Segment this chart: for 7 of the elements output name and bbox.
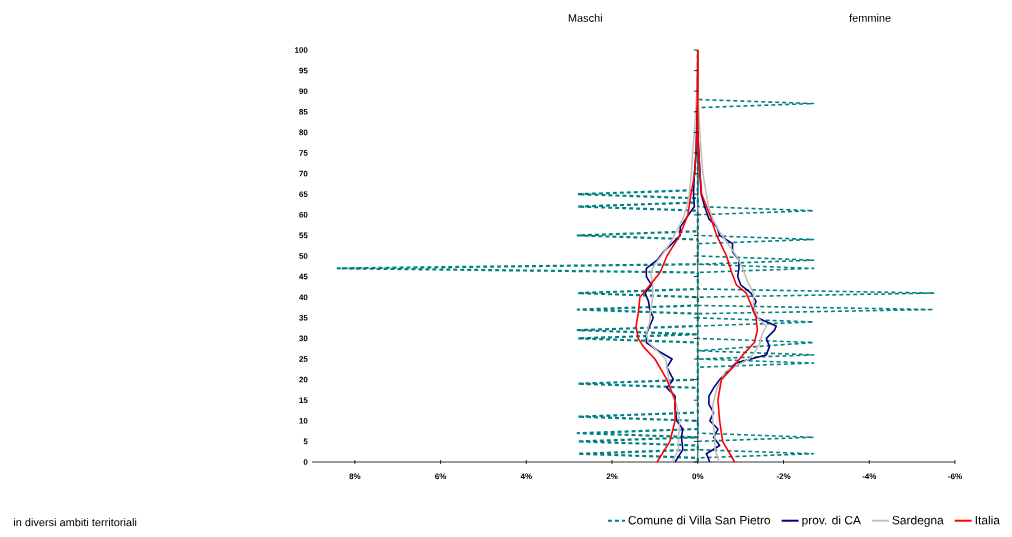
legend-label: Comune di Villa San Pietro [628,515,771,525]
legend-label: Italia [975,515,1000,525]
legend-label: Sardegna [892,515,944,527]
text: Maschi [568,13,602,22]
text: femmine [849,13,891,22]
legend-label: prov. di CA [802,515,861,527]
text: in diversi ambiti territoriali [14,518,137,527]
